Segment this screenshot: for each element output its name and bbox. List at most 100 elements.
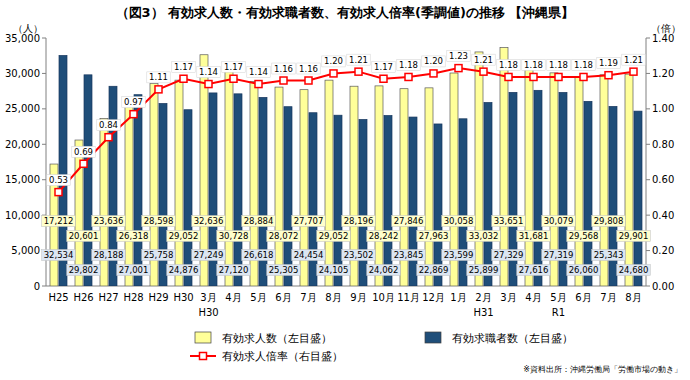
- label-bg: [592, 216, 626, 227]
- legend-label: 有効求職者数（左目盛）: [452, 332, 573, 345]
- data-label: 20,601: [69, 231, 99, 241]
- label-bg: [292, 250, 326, 261]
- label-bg: [317, 265, 351, 276]
- label-bg: [122, 97, 145, 108]
- data-label: 29,901: [619, 231, 649, 241]
- y2-tick-label: 0.20: [652, 245, 674, 256]
- x-tick-label: 10月: [372, 292, 395, 303]
- data-label: 29,052: [319, 231, 349, 241]
- marks: [50, 48, 642, 286]
- data-label: 28,598: [144, 216, 174, 226]
- y2-tick-label: 1.20: [652, 68, 674, 79]
- x-tick-label: 9月: [350, 292, 366, 303]
- x-tick-label: 3月: [200, 292, 216, 303]
- data-label: 24,105: [319, 265, 349, 275]
- data-label: 31,681: [519, 231, 549, 241]
- label-bg: [447, 51, 470, 62]
- bar: [175, 80, 183, 286]
- data-label: 30,058: [444, 216, 474, 226]
- label-bg: [47, 175, 70, 186]
- bar: [584, 101, 592, 286]
- data-label: 1.23: [449, 51, 468, 61]
- x-sublabel: H31: [473, 307, 493, 318]
- data-label: 24,876: [169, 265, 199, 275]
- label-bg: [192, 250, 226, 261]
- label-bg: [242, 216, 276, 227]
- data-label: 1.18: [574, 60, 593, 70]
- y2-tick: [646, 250, 650, 251]
- data-label: 23,502: [344, 250, 374, 260]
- data-label: 1.17: [224, 62, 243, 72]
- marker: [105, 134, 112, 141]
- marker: [355, 68, 362, 75]
- x-tick-label: H27: [98, 292, 118, 303]
- data-label: 27,846: [394, 216, 424, 226]
- label-bg: [242, 250, 276, 261]
- x-tick-label: H30: [173, 292, 193, 303]
- x-tick-label: 4月: [525, 292, 541, 303]
- label-bg: [342, 250, 376, 261]
- bar: [325, 80, 333, 286]
- bar: [484, 102, 492, 286]
- label-bg: [167, 231, 201, 242]
- y-tick-label: 25,000: [5, 103, 40, 114]
- label-bg: [322, 56, 345, 67]
- y-tick-label: 15,000: [5, 174, 40, 185]
- label-bg: [542, 216, 576, 227]
- label-bg: [217, 231, 251, 242]
- y2-tick: [646, 108, 650, 109]
- data-label: 0.84: [99, 120, 118, 130]
- line: [59, 68, 634, 192]
- legend-swatch: [425, 332, 441, 343]
- y2-tick: [646, 286, 650, 287]
- label-bg: [117, 231, 151, 242]
- marker: [630, 68, 637, 75]
- data-label: 29,568: [569, 231, 599, 241]
- x-tick-label: 6月: [575, 292, 591, 303]
- y-tick-label: 5,000: [11, 245, 40, 256]
- label-bg: [172, 61, 195, 72]
- y2-tick: [646, 38, 650, 39]
- y2-axis: [646, 38, 647, 286]
- marker: [605, 72, 612, 79]
- y2-tick-label: 0.00: [652, 281, 674, 292]
- label-bg: [517, 231, 551, 242]
- label-bg: [417, 265, 451, 276]
- y-tick-label: 10,000: [5, 210, 40, 221]
- label-bg: [422, 56, 445, 67]
- y2-tick-label: 0.40: [652, 210, 674, 221]
- bar: [625, 74, 633, 286]
- data-label: 1.21: [624, 55, 643, 65]
- label-bg: [117, 265, 151, 276]
- label-bg: [617, 265, 651, 276]
- label-bg: [72, 146, 95, 157]
- label-bg: [492, 250, 526, 261]
- bar: [575, 76, 583, 286]
- label-bg: [622, 54, 645, 65]
- bar: [384, 116, 392, 286]
- bar: [184, 110, 192, 286]
- label-bg: [192, 216, 226, 227]
- data-label: 27,707: [294, 216, 324, 226]
- marker: [530, 73, 537, 80]
- marker: [430, 70, 437, 77]
- y-axis: [46, 38, 47, 286]
- data-label: 1.17: [374, 62, 393, 72]
- marker: [205, 81, 212, 88]
- marker: [305, 77, 312, 84]
- title: （図3） 有効求人数・有効求職者数、有効求人倍率(季調値)の推移 【沖縄県】: [116, 5, 575, 20]
- marker: [330, 70, 337, 77]
- label-bg: [267, 231, 301, 242]
- data-label: 25,343: [594, 250, 624, 260]
- bar: [525, 62, 533, 286]
- data-label: 24,062: [369, 265, 399, 275]
- label-bg: [367, 265, 401, 276]
- label-bg: [142, 250, 176, 261]
- data-label: 28,072: [269, 231, 299, 241]
- legend: 有効求人数（左目盛）有効求職者数（左目盛）有効求人倍率（右目盛）: [190, 332, 573, 363]
- y-tick-label: 30,000: [5, 68, 40, 79]
- label-bg: [592, 250, 626, 261]
- bar: [359, 119, 367, 286]
- data-label: 27,329: [494, 250, 524, 260]
- bar: [475, 52, 483, 286]
